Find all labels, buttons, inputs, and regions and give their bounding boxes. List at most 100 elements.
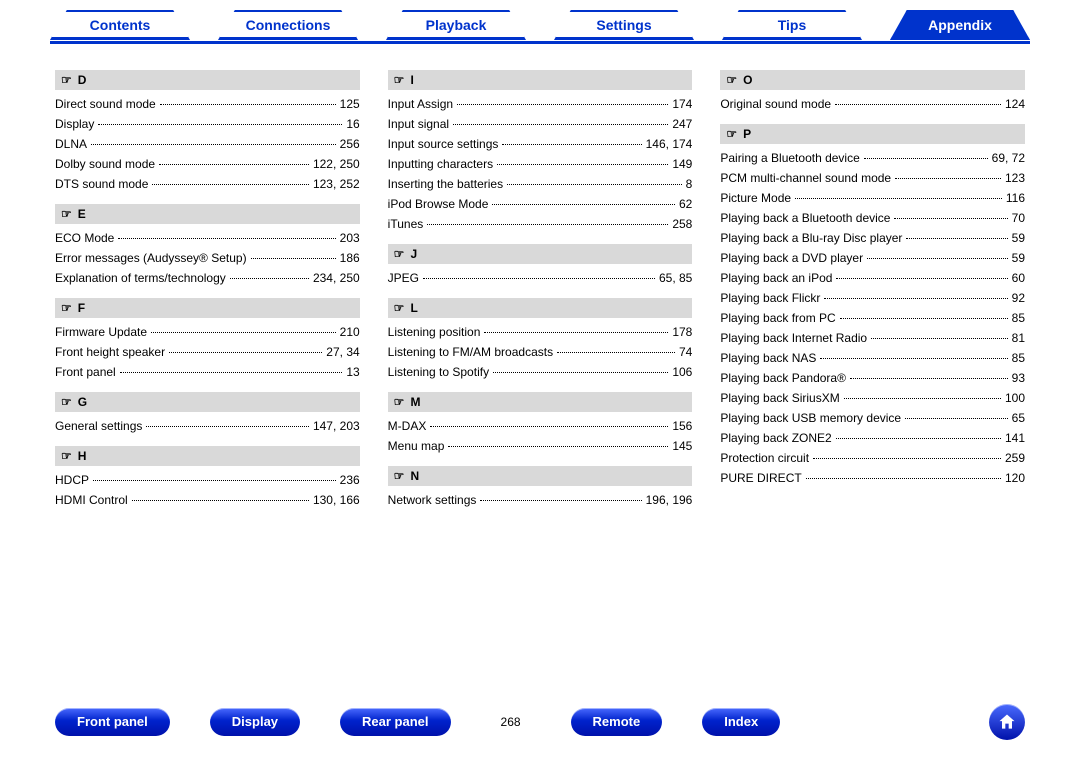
index-entry[interactable]: M-DAX156 [388, 416, 693, 436]
leader-dots [169, 352, 322, 353]
pointer-icon: ☞ [61, 395, 72, 409]
entry-page: 123, 252 [313, 177, 360, 191]
tab-label: Connections [246, 17, 331, 33]
leader-dots [423, 278, 655, 279]
group-header-O: ☞O [720, 70, 1025, 90]
entry-label: HDMI Control [55, 493, 128, 507]
index-entry[interactable]: Input signal247 [388, 114, 693, 134]
index-entry[interactable]: HDMI Control130, 166 [55, 490, 360, 510]
index-entry[interactable]: Display16 [55, 114, 360, 134]
index-entry[interactable]: Playing back from PC85 [720, 308, 1025, 328]
group-letter: G [78, 395, 87, 409]
tab-label: Tips [778, 17, 807, 33]
index-entry[interactable]: Pairing a Bluetooth device69, 72 [720, 148, 1025, 168]
home-icon [997, 712, 1017, 732]
entry-page: 59 [1012, 251, 1025, 265]
entry-label: Front height speaker [55, 345, 165, 359]
entry-page: 60 [1012, 271, 1025, 285]
entry-page: 156 [672, 419, 692, 433]
leader-dots [844, 398, 1001, 399]
index-entry[interactable]: iPod Browse Mode62 [388, 194, 693, 214]
index-entry[interactable]: Input source settings146, 174 [388, 134, 693, 154]
index-entry[interactable]: Network settings196, 196 [388, 490, 693, 510]
leader-dots [430, 426, 668, 427]
group-header-F: ☞F [55, 298, 360, 318]
index-entry[interactable]: JPEG65, 85 [388, 268, 693, 288]
index-entry[interactable]: Listening position178 [388, 322, 693, 342]
index-entry[interactable]: Playing back Internet Radio81 [720, 328, 1025, 348]
pointer-icon: ☞ [61, 73, 72, 87]
group-letter: O [743, 73, 752, 87]
leader-dots [230, 278, 309, 279]
index-entry[interactable]: Front height speaker27, 34 [55, 342, 360, 362]
entry-label: Picture Mode [720, 191, 791, 205]
entry-label: Listening to Spotify [388, 365, 489, 379]
entry-label: Playing back USB memory device [720, 411, 901, 425]
index-entry[interactable]: PURE DIRECT120 [720, 468, 1025, 488]
index-entry[interactable]: Front panel13 [55, 362, 360, 382]
index-entry[interactable]: Playing back a Bluetooth device70 [720, 208, 1025, 228]
index-entry[interactable]: Playing back a DVD player59 [720, 248, 1025, 268]
entry-page: 106 [672, 365, 692, 379]
index-entry[interactable]: Playing back Pandora®93 [720, 368, 1025, 388]
index-entry[interactable]: PCM multi-channel sound mode123 [720, 168, 1025, 188]
index-entry[interactable]: Playing back USB memory device65 [720, 408, 1025, 428]
index-entry[interactable]: Playing back Flickr92 [720, 288, 1025, 308]
index-entry[interactable]: iTunes258 [388, 214, 693, 234]
tab-appendix[interactable]: Appendix [890, 10, 1030, 40]
index-entry[interactable]: Error messages (Audyssey® Setup)186 [55, 248, 360, 268]
home-button[interactable] [989, 704, 1025, 740]
tab-label: Playback [426, 17, 487, 33]
group-header-I: ☞I [388, 70, 693, 90]
display-button[interactable]: Display [210, 708, 300, 736]
index-entry[interactable]: DLNA256 [55, 134, 360, 154]
entry-label: Listening position [388, 325, 481, 339]
entry-label: Original sound mode [720, 97, 831, 111]
leader-dots [152, 184, 309, 185]
rear-panel-button[interactable]: Rear panel [340, 708, 450, 736]
index-entry[interactable]: Playing back an iPod60 [720, 268, 1025, 288]
index-button[interactable]: Index [702, 708, 780, 736]
entry-label: Playing back from PC [720, 311, 835, 325]
index-entry[interactable]: General settings147, 203 [55, 416, 360, 436]
entry-label: Error messages (Audyssey® Setup) [55, 251, 247, 265]
index-entry[interactable]: DTS sound mode123, 252 [55, 174, 360, 194]
index-entry[interactable]: Listening to Spotify 106 [388, 362, 693, 382]
index-entry[interactable]: Playing back ZONE2141 [720, 428, 1025, 448]
entry-page: 65, 85 [659, 271, 692, 285]
leader-dots [146, 426, 309, 427]
tab-label: Settings [596, 17, 651, 33]
leader-dots [836, 438, 1001, 439]
remote-button[interactable]: Remote [571, 708, 663, 736]
tab-contents[interactable]: Contents [50, 10, 190, 40]
index-entry[interactable]: Inputting characters149 [388, 154, 693, 174]
leader-dots [251, 258, 336, 259]
index-entry[interactable]: Input Assign174 [388, 94, 693, 114]
index-entry[interactable]: ECO Mode203 [55, 228, 360, 248]
index-entry[interactable]: Protection circuit259 [720, 448, 1025, 468]
index-entry[interactable]: Dolby sound mode122, 250 [55, 154, 360, 174]
index-entry[interactable]: Playing back SiriusXM100 [720, 388, 1025, 408]
tab-settings[interactable]: Settings [554, 10, 694, 40]
tab-tips[interactable]: Tips [722, 10, 862, 40]
index-entry[interactable]: Inserting the batteries8 [388, 174, 693, 194]
leader-dots [457, 104, 668, 105]
index-entry[interactable]: HDCP236 [55, 470, 360, 490]
front-panel-button[interactable]: Front panel [55, 708, 170, 736]
index-entry[interactable]: Firmware Update210 [55, 322, 360, 342]
leader-dots [507, 184, 682, 185]
index-entry[interactable]: Playing back a Blu-ray Disc player59 [720, 228, 1025, 248]
entry-page: 258 [672, 217, 692, 231]
index-entry[interactable]: Original sound mode124 [720, 94, 1025, 114]
index-entry[interactable]: Picture Mode116 [720, 188, 1025, 208]
tab-playback[interactable]: Playback [386, 10, 526, 40]
index-entry[interactable]: Playing back NAS85 [720, 348, 1025, 368]
entry-label: Playing back SiriusXM [720, 391, 839, 405]
index-entry[interactable]: Listening to FM/AM broadcasts74 [388, 342, 693, 362]
tab-connections[interactable]: Connections [218, 10, 358, 40]
index-entry[interactable]: Menu map145 [388, 436, 693, 456]
pointer-icon: ☞ [726, 73, 737, 87]
entry-page: 247 [672, 117, 692, 131]
index-entry[interactable]: Explanation of terms/technology234, 250 [55, 268, 360, 288]
index-entry[interactable]: Direct sound mode125 [55, 94, 360, 114]
